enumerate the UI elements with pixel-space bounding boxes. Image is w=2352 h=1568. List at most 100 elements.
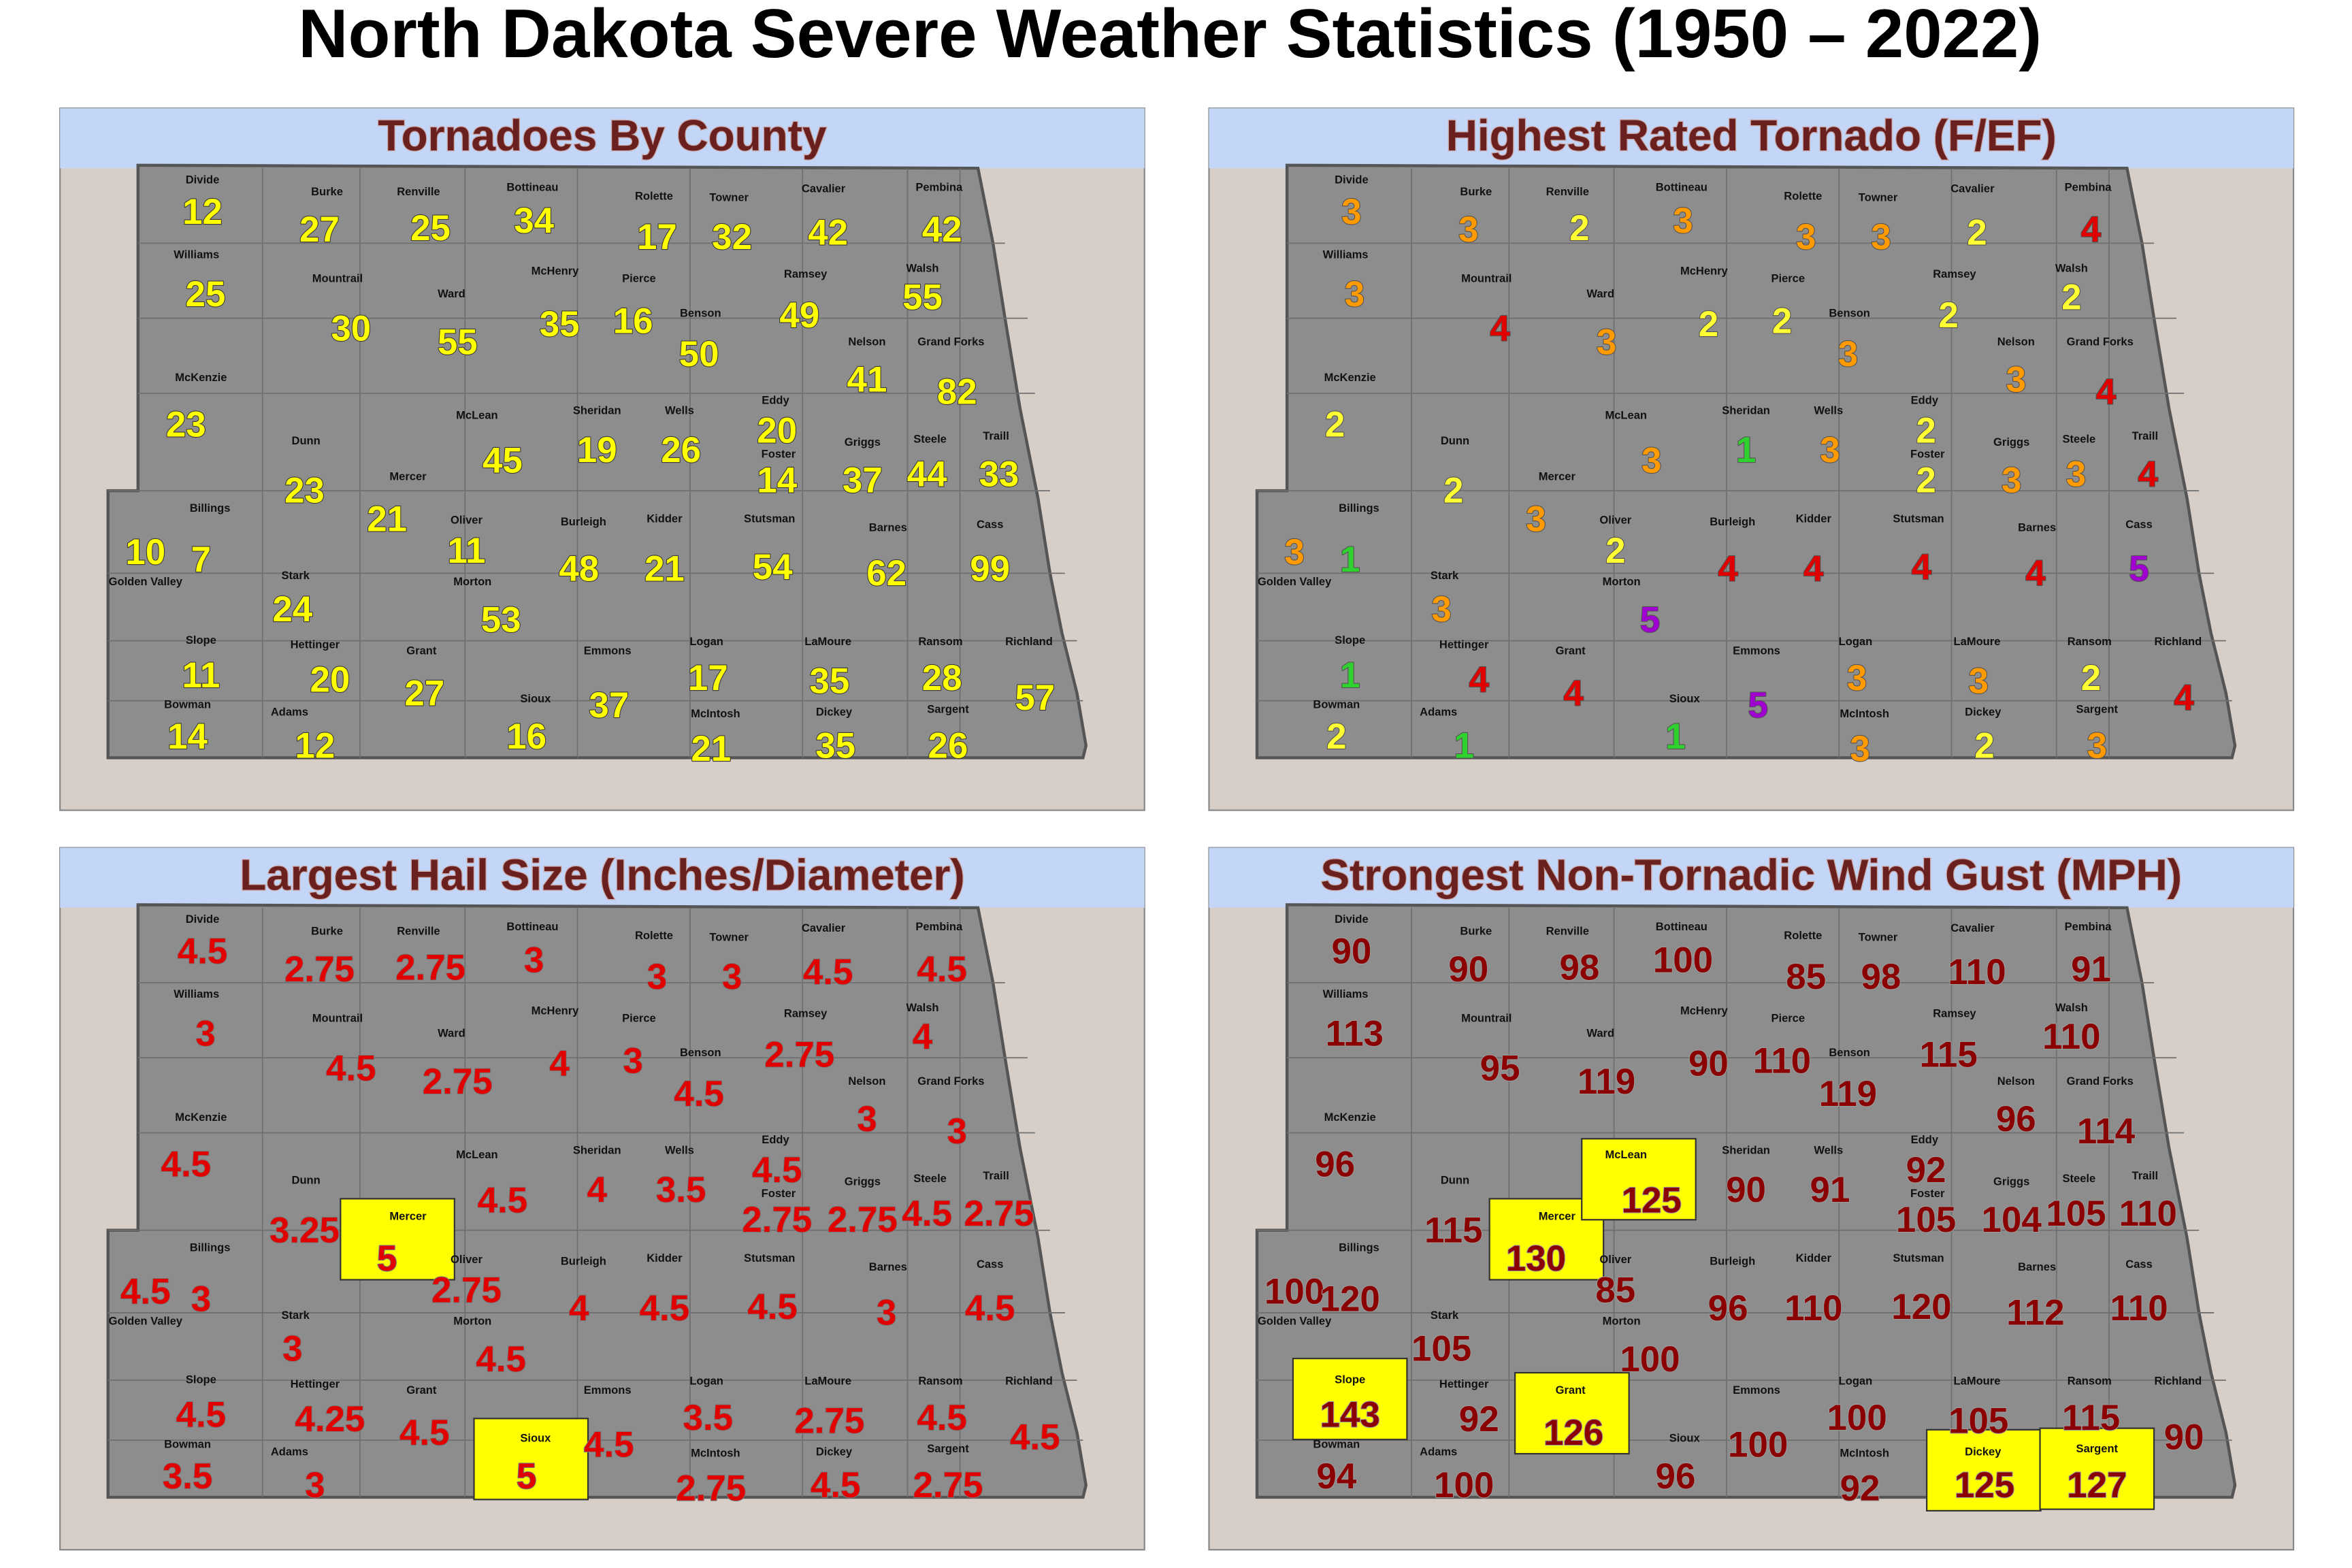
county-value: 55: [438, 323, 478, 363]
county-value: 3: [524, 941, 544, 981]
county-name: Grant: [1556, 1384, 1586, 1396]
county-name: Benson: [1829, 1046, 1870, 1059]
county-name: Ramsey: [784, 1007, 828, 1020]
county-value: 5: [517, 1456, 536, 1497]
county-name: Sheridan: [573, 1143, 621, 1156]
county-value: 2: [1772, 301, 1792, 342]
county-value: 2: [1605, 531, 1625, 571]
county-value: 16: [506, 717, 546, 757]
county-value: 4.5: [478, 1180, 528, 1220]
county-value: 90: [1448, 949, 1488, 990]
county-value: 100: [1264, 1272, 1324, 1312]
county-name: Burke: [1460, 185, 1492, 198]
county-value: 99: [970, 549, 1010, 589]
county-name: Golden Valley: [109, 575, 183, 588]
county-value: 3: [1968, 662, 1988, 702]
county-name: Barnes: [869, 521, 907, 534]
county-value: 1: [1736, 430, 1756, 470]
county-value: 104: [1982, 1200, 2042, 1240]
county-name: LaMoure: [804, 1375, 851, 1388]
county-name: Logan: [1839, 1375, 1873, 1388]
county-value: 37: [589, 685, 629, 725]
county-value: 1: [1454, 725, 1473, 766]
county-value: 4: [1803, 549, 1824, 589]
county-name: Slope: [1335, 634, 1365, 647]
county-name: Billings: [190, 1241, 231, 1254]
county-value: 3: [857, 1099, 877, 1139]
county-name: Oliver: [1599, 514, 1631, 527]
county-name: McIntosh: [1840, 707, 1889, 720]
county-value: 55: [902, 277, 943, 317]
county-value: 23: [166, 405, 206, 445]
county-value: 27: [404, 673, 444, 713]
map-panel: Largest Hail Size (Inches/Diameter) Divid…: [59, 847, 1145, 1551]
county-value: 3: [1847, 658, 1867, 698]
map-panel: Strongest Non-Tornadic Wind Gust (MPH) Di…: [1208, 847, 2295, 1551]
county-value: 98: [1559, 948, 1599, 988]
county-value: 53: [481, 600, 521, 640]
county-name: Ransom: [2068, 1375, 2112, 1388]
county-value: 16: [613, 301, 653, 342]
county-value: 4: [587, 1170, 608, 1210]
county-name: Billings: [1339, 502, 1379, 514]
county-value: 30: [331, 309, 371, 349]
county-name: Slope: [1335, 1373, 1365, 1386]
county-value: 4.5: [476, 1339, 526, 1379]
county-name: Griggs: [1993, 1175, 2029, 1188]
county-name: Sargent: [927, 702, 969, 715]
county-value: 2: [1974, 725, 1994, 766]
county-name: Sheridan: [573, 404, 621, 417]
county-value: 105: [1411, 1328, 1471, 1369]
county-value: 4: [1469, 659, 1490, 700]
county-value: 143: [1320, 1394, 1380, 1435]
highlighted-county: [1926, 1428, 2042, 1512]
county-name: Richland: [1005, 635, 1053, 648]
county-value: 45: [483, 441, 523, 481]
county-value: 126: [1544, 1413, 1603, 1453]
county-value: 26: [661, 430, 701, 470]
county-name: Pierce: [622, 272, 656, 285]
county-name: Bottineau: [1656, 920, 1708, 933]
county-value: 100: [1827, 1398, 1887, 1438]
county-name: Adams: [1420, 706, 1457, 719]
county-name: Richland: [1005, 1375, 1053, 1388]
county-name: Dickey: [1965, 1445, 2002, 1458]
county-name: Grant: [406, 644, 437, 657]
county-name: Burke: [1460, 925, 1492, 938]
county-name: Sargent: [927, 1442, 969, 1455]
county-value: 1: [1665, 717, 1685, 757]
highlighted-county: [473, 1418, 589, 1501]
county-value: 4: [913, 1017, 933, 1057]
county-value: 125: [1622, 1180, 1682, 1220]
county-name: Kidder: [1796, 512, 1832, 525]
county-value: 2: [1326, 717, 1346, 757]
county-value: 57: [1015, 678, 1055, 718]
county-value: 3.25: [270, 1210, 340, 1250]
county-name: Stark: [1431, 569, 1459, 582]
county-name: Grand Forks: [917, 335, 984, 348]
county-name: Eddy: [1911, 1133, 1939, 1146]
county-name: Traill: [983, 1169, 1009, 1182]
main-title: North Dakota Severe Weather Statistics (…: [298, 0, 2042, 72]
county-name: McLean: [456, 1148, 498, 1161]
county-name: Sargent: [2076, 1442, 2119, 1455]
county-name: Walsh: [2055, 1001, 2088, 1014]
county-value: 28: [922, 658, 962, 698]
county-value: 42: [808, 213, 848, 253]
county-value: 127: [2067, 1465, 2127, 1505]
county-name: Eddy: [1911, 393, 1939, 406]
county-name: Steele: [2063, 1172, 2096, 1185]
county-value: 110: [1948, 952, 2006, 992]
county-value: 90: [1688, 1044, 1729, 1084]
county-value: 20: [310, 659, 350, 700]
county-name: Nelson: [1997, 1075, 2035, 1088]
county-name: Ramsey: [1933, 267, 1976, 280]
county-value: 3: [1597, 323, 1616, 363]
county-value: 2: [2081, 658, 2101, 698]
county-name: McKenzie: [175, 1111, 227, 1124]
county-value: 4.5: [917, 949, 967, 990]
county-value: 91: [1810, 1170, 1850, 1210]
county-value: 4.5: [747, 1287, 798, 1327]
county-name: McLean: [456, 408, 498, 421]
county-value: 4: [2096, 372, 2117, 412]
